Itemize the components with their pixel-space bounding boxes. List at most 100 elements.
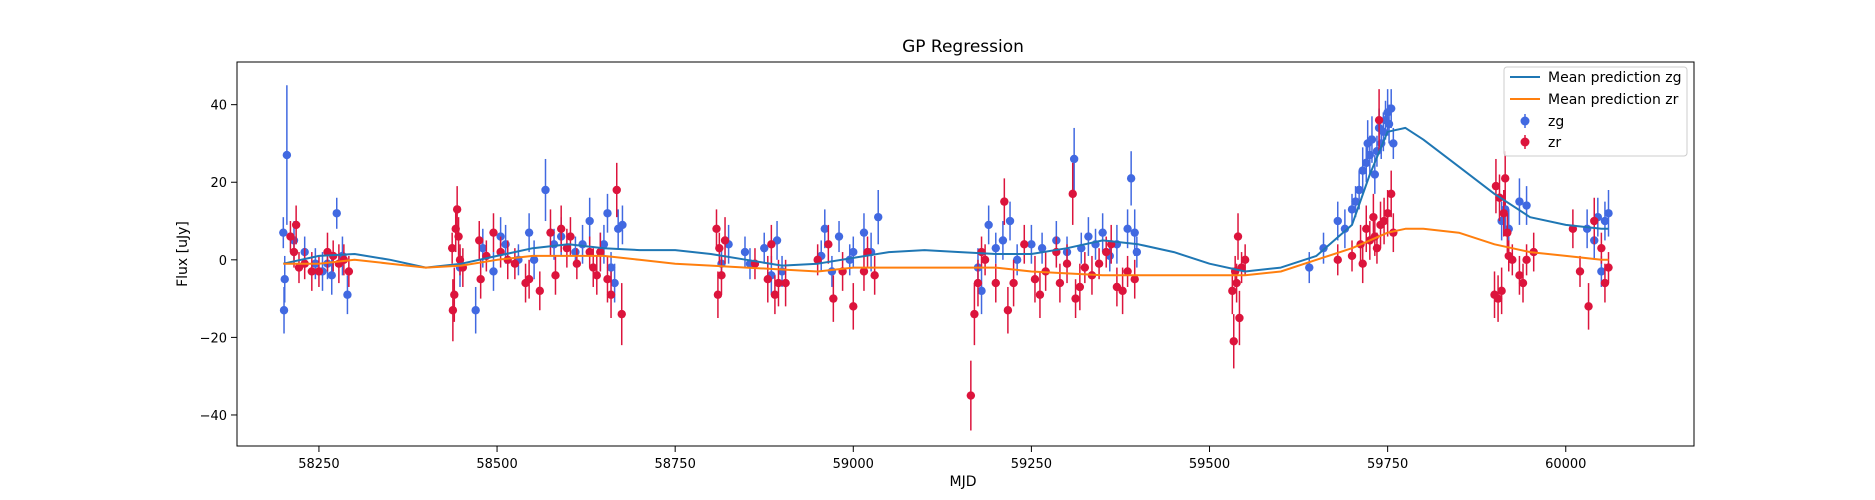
data-point-zr [596, 247, 605, 257]
data-point-zg [529, 255, 539, 265]
data-point-zg [1305, 263, 1314, 272]
data-point-zr [551, 271, 560, 280]
data-point-zg [998, 236, 1008, 245]
data-point-zr [1499, 209, 1508, 218]
data-point-zr [1130, 275, 1139, 284]
data-point-zg [282, 150, 292, 160]
data-point-zr [1597, 243, 1606, 253]
data-point-zg [1351, 197, 1360, 206]
data-point-zr [1000, 197, 1009, 206]
data-point-zr [1604, 263, 1613, 272]
data-point-zr [1068, 189, 1077, 199]
data-point-zg [1354, 185, 1364, 195]
data-point-zg [524, 228, 534, 237]
data-point-zr [1055, 278, 1065, 288]
data-point-zr [1379, 216, 1389, 226]
data-point-zr [546, 228, 555, 237]
data-point-zr [712, 224, 721, 233]
data-point-zg [874, 212, 883, 222]
data-point-zr [452, 205, 462, 214]
data-point-zr [562, 243, 572, 253]
x-axis-label: MJD [950, 474, 977, 490]
data-point-zg [1069, 154, 1079, 164]
data-point-zr [489, 228, 498, 237]
x-tick-label: 59750 [1367, 457, 1408, 472]
data-point-zg [501, 240, 510, 249]
data-point-zr [763, 275, 772, 284]
data-point-zr [1497, 286, 1506, 296]
data-point-zr [535, 286, 544, 296]
data-point-zg [489, 267, 498, 276]
x-tick-label: 58750 [654, 457, 695, 472]
data-point-zr [1030, 275, 1040, 284]
data-point-zr [603, 275, 612, 284]
legend-marker-zg [1520, 116, 1530, 126]
data-point-zr [1503, 228, 1512, 237]
data-point-zg [279, 306, 289, 315]
data-point-zr [813, 255, 822, 265]
data-point-zr [450, 290, 459, 299]
legend-marker-zr [1520, 137, 1530, 147]
data-point-zg [1037, 243, 1047, 253]
data-point-zg [578, 240, 587, 249]
data-point-zr [572, 259, 582, 268]
data-point-zg [541, 185, 550, 195]
data-point-zg [1600, 216, 1610, 226]
data-point-zg [1515, 197, 1524, 206]
data-point-zr [1071, 294, 1080, 303]
data-point-zr [1374, 115, 1384, 125]
x-tick-label: 58500 [476, 457, 517, 472]
data-point-zr [1600, 278, 1610, 288]
data-point-zg [1098, 228, 1107, 237]
data-point-zg [834, 232, 844, 241]
data-point-zr [829, 294, 838, 303]
data-point-zr [1062, 259, 1072, 268]
data-point-zr [314, 267, 324, 276]
data-point-zr [447, 243, 457, 253]
data-point-zg [279, 228, 288, 237]
data-point-zr [1362, 224, 1371, 233]
data-point-zg [1130, 228, 1139, 237]
data-point-zr [1500, 174, 1510, 183]
y-axis: −40 −20 0 20 40 [200, 99, 237, 424]
data-point-zr [510, 259, 520, 268]
data-point-zg [1522, 201, 1531, 210]
x-tick-label: 60000 [1545, 457, 1586, 472]
data-point-zr [781, 278, 790, 288]
data-point-zr [770, 290, 780, 299]
data-point-zr [1372, 243, 1382, 253]
data-point-zr [863, 247, 872, 257]
data-point-zr [1003, 306, 1013, 315]
data-point-zr [1094, 259, 1104, 268]
chart-title: GP Regression [902, 37, 1024, 57]
data-point-zr [1123, 267, 1132, 276]
data-point-zg [606, 263, 616, 272]
data-point-zg [1027, 240, 1036, 249]
data-point-zr [589, 263, 598, 272]
data-point-zr [1358, 259, 1367, 268]
data-point-zg [1370, 170, 1380, 179]
data-point-zg [327, 271, 336, 280]
data-point-zr [1590, 216, 1599, 226]
data-point-zg [849, 247, 858, 257]
data-point-zr [1235, 313, 1244, 323]
data-point-zg [471, 306, 480, 315]
data-point-zg [603, 209, 612, 218]
data-point-zr [476, 275, 485, 284]
y-tick-label: 40 [210, 99, 227, 114]
data-point-zr [1508, 255, 1517, 265]
data-point-zg [1358, 166, 1367, 175]
data-point-zg [599, 240, 609, 249]
data-point-zr [1240, 255, 1250, 265]
data-point-zr [475, 236, 484, 245]
data-point-zg [827, 267, 837, 276]
data-point-zr [713, 290, 723, 299]
data-point-zg [1389, 139, 1398, 148]
data-point-zr [1233, 232, 1243, 241]
data-point-zg [1347, 205, 1357, 214]
data-point-zg [1597, 267, 1606, 276]
data-point-zg [1340, 224, 1350, 233]
x-tick-label: 58250 [298, 457, 339, 472]
data-point-zr [717, 271, 726, 280]
